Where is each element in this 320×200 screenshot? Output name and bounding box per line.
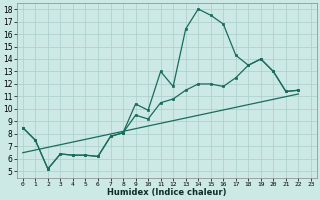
X-axis label: Humidex (Indice chaleur): Humidex (Indice chaleur) [107,188,227,197]
